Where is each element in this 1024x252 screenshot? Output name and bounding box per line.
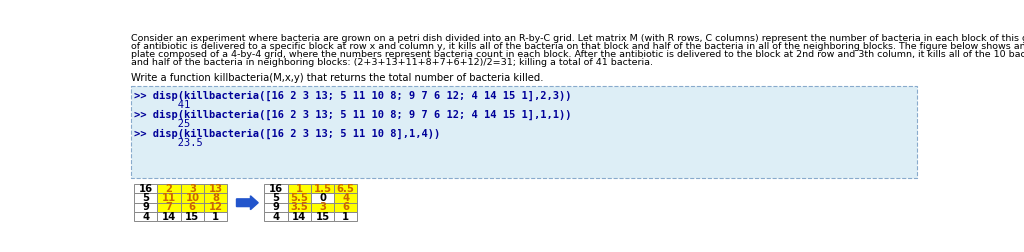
- Text: 9: 9: [272, 202, 280, 212]
- Bar: [134, 212, 158, 221]
- Bar: [288, 194, 311, 203]
- Text: 3: 3: [188, 184, 196, 194]
- Bar: [180, 212, 204, 221]
- Bar: [264, 184, 288, 194]
- Text: 2: 2: [166, 184, 172, 194]
- Bar: [334, 212, 357, 221]
- Text: of antibiotic is delivered to a specific block at row x and column y, it kills a: of antibiotic is delivered to a specific…: [131, 42, 1024, 51]
- Text: 12: 12: [209, 202, 222, 212]
- Bar: [334, 194, 357, 203]
- Text: 4: 4: [272, 212, 280, 222]
- Text: 6: 6: [342, 202, 349, 212]
- Text: 1: 1: [296, 184, 303, 194]
- Text: 7: 7: [166, 202, 172, 212]
- Text: 0: 0: [319, 193, 326, 203]
- Bar: [204, 184, 227, 194]
- Text: 15: 15: [185, 212, 200, 222]
- Text: Write a function killbacteria(M,x,y) that returns the total number of bacteria k: Write a function killbacteria(M,x,y) tha…: [131, 73, 544, 83]
- Bar: [134, 184, 158, 194]
- Text: 11: 11: [162, 193, 176, 203]
- Text: and half of the bacteria in neighboring blocks: (2+3+13+11+8+7+6+12)/2=31; killi: and half of the bacteria in neighboring …: [131, 58, 653, 67]
- Bar: [204, 212, 227, 221]
- Text: 6.5: 6.5: [337, 184, 354, 194]
- Text: >> disp(killbacteria([16 2 3 13; 5 11 10 8; 9 7 6 12; 4 14 15 1],2,3)): >> disp(killbacteria([16 2 3 13; 5 11 10…: [134, 90, 571, 101]
- Text: 13: 13: [209, 184, 222, 194]
- Bar: [311, 194, 334, 203]
- Text: plate composed of a 4-by-4 grid, where the numbers represent bacteria count in e: plate composed of a 4-by-4 grid, where t…: [131, 50, 1024, 59]
- Text: 10: 10: [185, 193, 200, 203]
- Text: 14: 14: [292, 212, 306, 222]
- Text: Consider an experiment where bacteria are grown on a petri dish divided into an : Consider an experiment where bacteria ar…: [131, 34, 1024, 43]
- Text: >> disp(killbacteria([16 2 3 13; 5 11 10 8],1,4)): >> disp(killbacteria([16 2 3 13; 5 11 10…: [134, 129, 440, 139]
- Bar: [264, 212, 288, 221]
- Text: 16: 16: [269, 184, 283, 194]
- Text: 8: 8: [212, 193, 219, 203]
- Bar: [311, 184, 334, 194]
- Bar: [264, 194, 288, 203]
- Bar: [134, 194, 158, 203]
- Bar: [180, 184, 204, 194]
- Text: 3.5: 3.5: [291, 202, 308, 212]
- Bar: [134, 203, 158, 212]
- Text: 41: 41: [134, 100, 190, 110]
- Text: 14: 14: [162, 212, 176, 222]
- Text: >> disp(killbacteria([16 2 3 13; 5 11 10 8; 9 7 6 12; 4 14 15 1],1,1)): >> disp(killbacteria([16 2 3 13; 5 11 10…: [134, 110, 571, 120]
- Text: 15: 15: [315, 212, 330, 222]
- Text: 4: 4: [142, 212, 150, 222]
- Bar: [180, 203, 204, 212]
- Text: 5: 5: [142, 193, 150, 203]
- Bar: [180, 194, 204, 203]
- Bar: [158, 212, 180, 221]
- Bar: [204, 194, 227, 203]
- Text: 1.5: 1.5: [313, 184, 332, 194]
- Text: 9: 9: [142, 202, 150, 212]
- Bar: [334, 203, 357, 212]
- Bar: [158, 203, 180, 212]
- Text: 1: 1: [342, 212, 349, 222]
- Bar: [311, 212, 334, 221]
- Text: 3: 3: [319, 202, 326, 212]
- Bar: [158, 184, 180, 194]
- Bar: [311, 203, 334, 212]
- Bar: [334, 184, 357, 194]
- Text: 5.5: 5.5: [291, 193, 308, 203]
- Text: 1: 1: [212, 212, 219, 222]
- Bar: [131, 86, 916, 178]
- Bar: [288, 184, 311, 194]
- Text: 25: 25: [134, 119, 190, 129]
- Bar: [158, 194, 180, 203]
- Text: 6: 6: [188, 202, 196, 212]
- Text: 4: 4: [342, 193, 349, 203]
- Bar: [288, 203, 311, 212]
- FancyArrow shape: [237, 196, 258, 210]
- Text: 5: 5: [272, 193, 280, 203]
- Bar: [288, 212, 311, 221]
- Bar: [264, 203, 288, 212]
- Bar: [204, 203, 227, 212]
- Text: 23.5: 23.5: [134, 138, 203, 148]
- Text: 16: 16: [139, 184, 153, 194]
